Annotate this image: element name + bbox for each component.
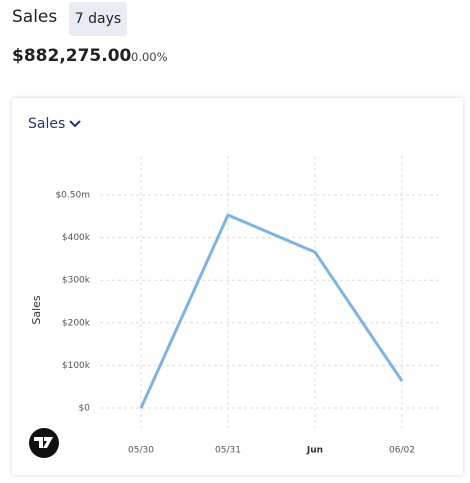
y-tick-label: $0 [79,404,91,414]
series-line [139,213,404,409]
x-tick-label: 06/02 [389,446,415,456]
dropdown-label: Sales [28,116,66,132]
y-tick-label: $400k [62,233,91,243]
period-button[interactable]: 7 days [69,2,127,36]
x-tick-label: 05/31 [215,446,241,456]
logo-mark [34,437,53,448]
y-tick-label: $100k [62,361,91,371]
y-tick-label: $300k [62,276,91,286]
chevron [69,120,81,128]
chart-card: $0 $100k $200k $300k $400k $0.50m 05/30 05/31 Ju… [12,98,463,475]
metric-dropdown[interactable]: Sales [28,116,81,132]
logo [29,428,59,458]
x-tick-label: 05/30 [128,446,154,456]
y-axis-title: Sales [30,295,43,325]
y-tick-label: $200k [62,318,91,328]
title: Sales [12,7,58,27]
total: $882,275.00 [12,46,132,66]
change: 0.00% [131,50,168,64]
x-tick-label: Jun [306,446,323,456]
y-tick-label: $0.50m [55,191,90,201]
chart: $0 $100k $200k $300k $400k $0.50m 05/30 05/31 Ju… [29,156,442,458]
